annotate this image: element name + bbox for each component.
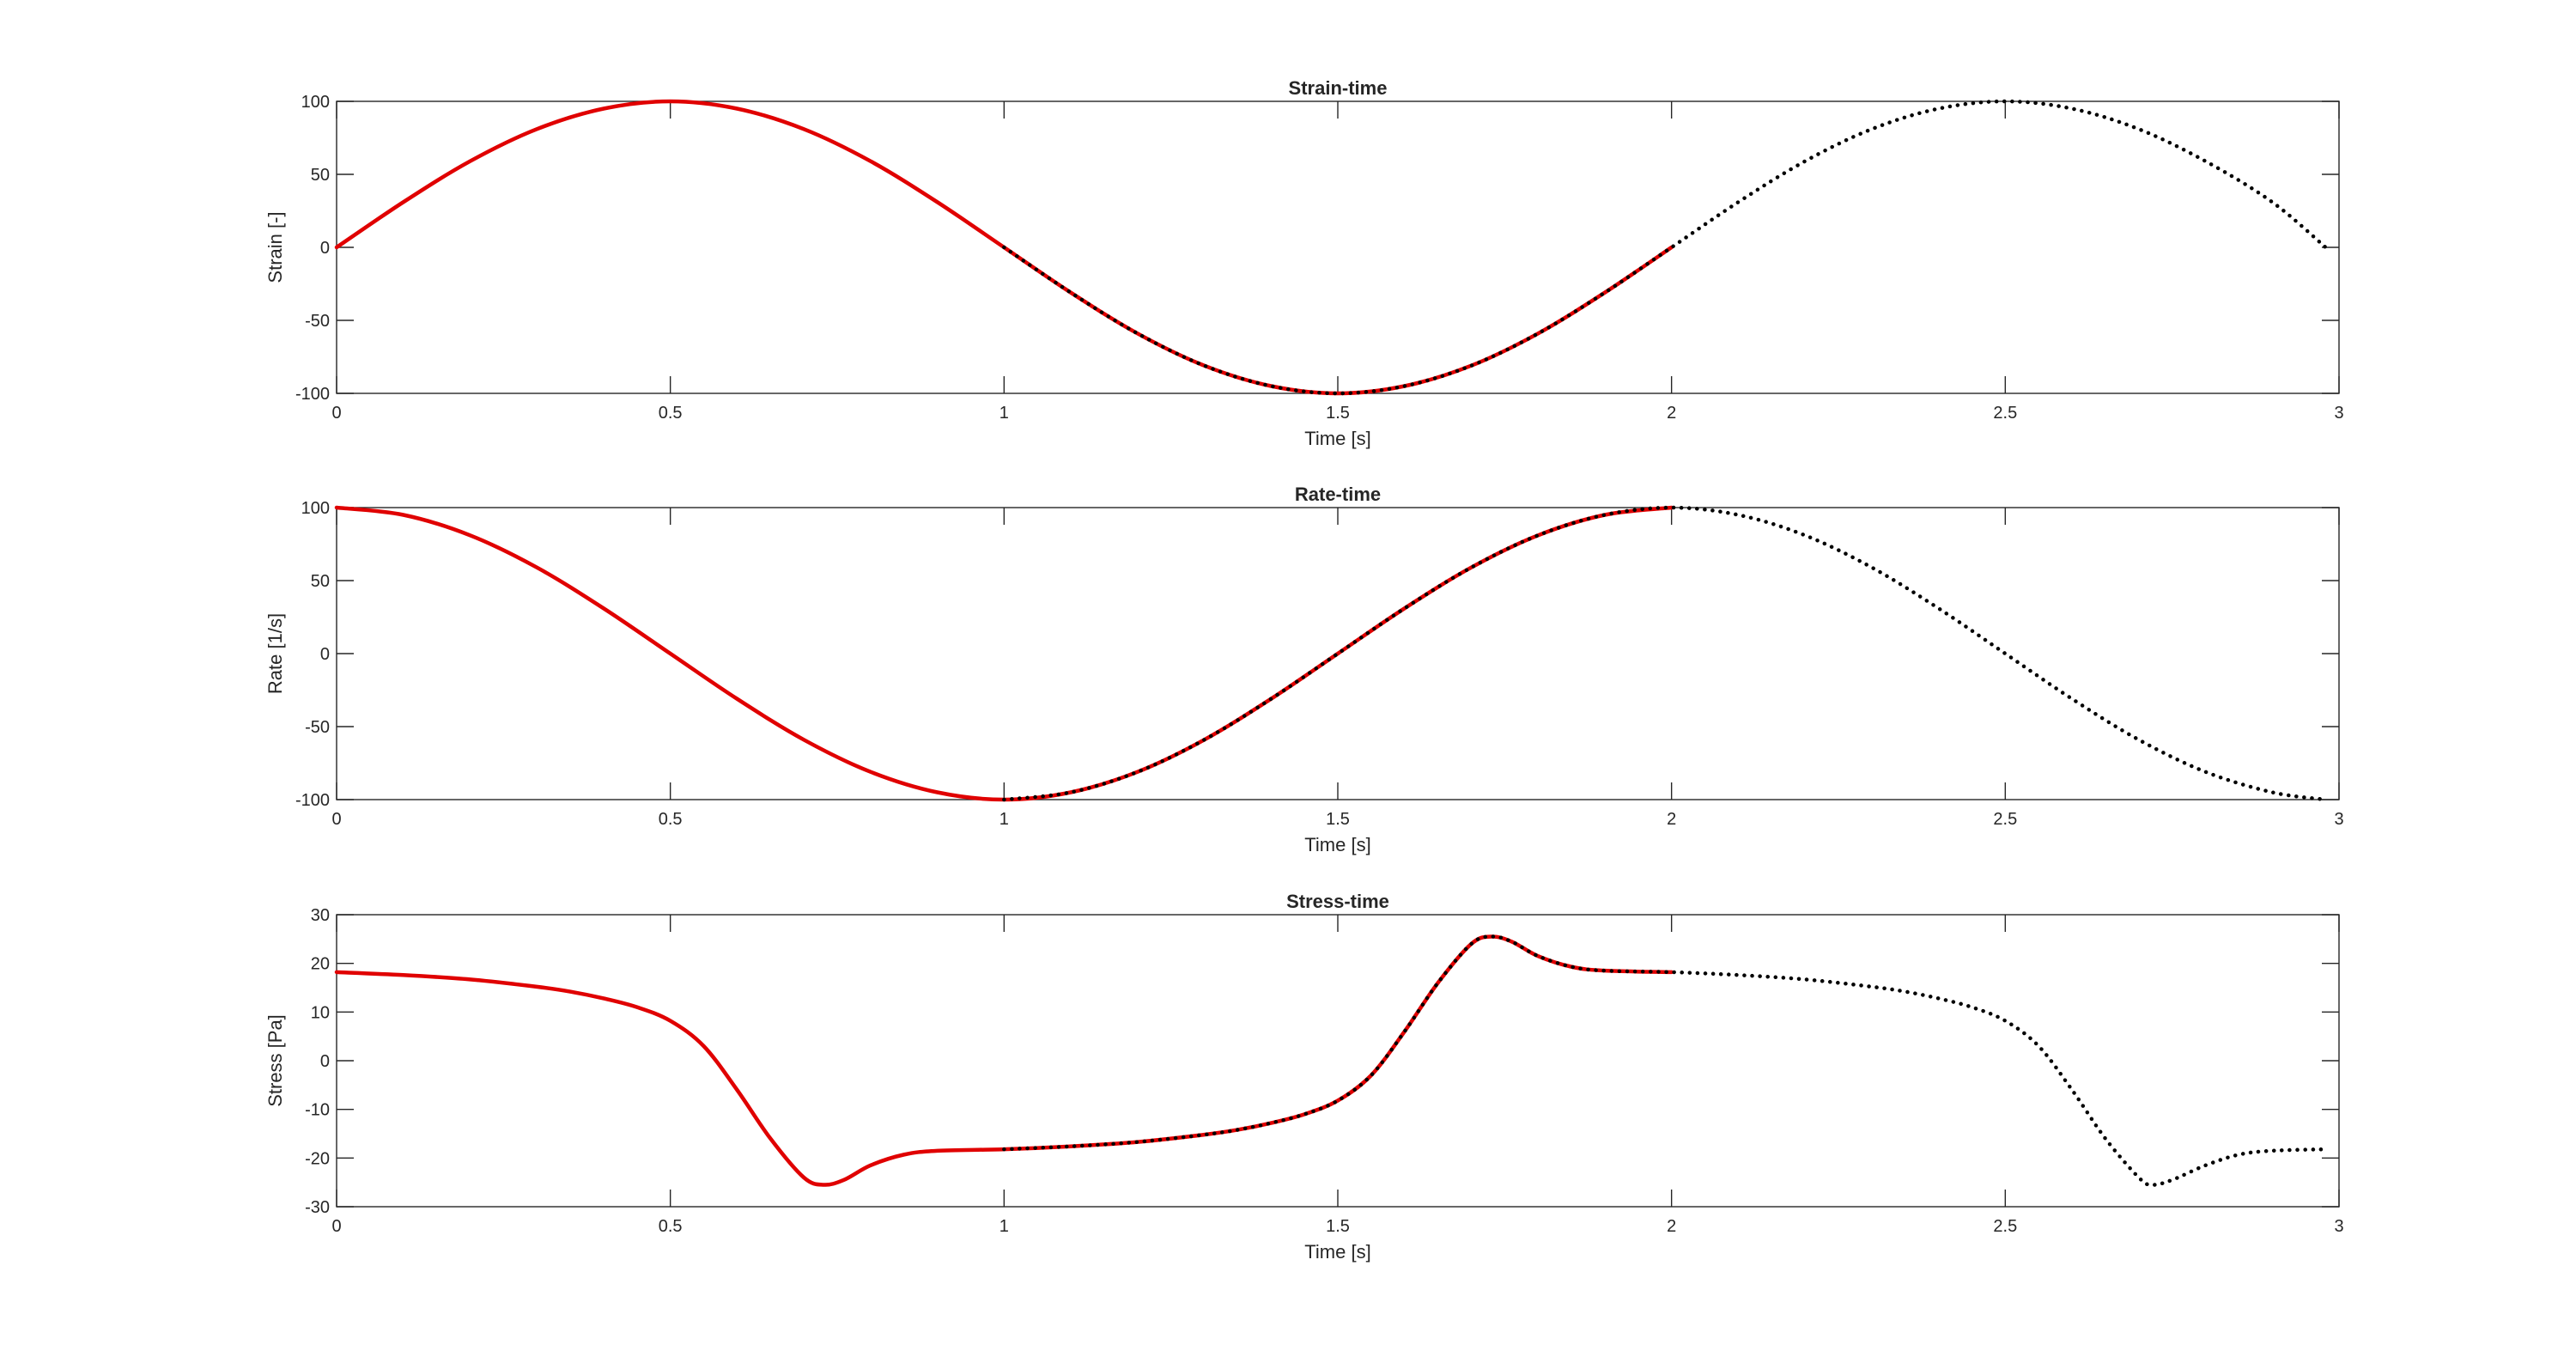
strain-x-axis-label: Time [s] <box>1304 428 1370 449</box>
stress-y-tick-label: 20 <box>311 955 330 974</box>
strain-plot-area <box>336 100 2340 394</box>
rate-x-tick-label: 3 <box>2334 810 2343 829</box>
rate-x-tick-label: 1 <box>999 810 1009 829</box>
strain-x-tick-label: 0 <box>331 404 341 423</box>
strain-time-panel: 0 0.5 1 1.5 2 2.5 3 100 50 0 -50 -100 Strain-time Tim… <box>264 77 2344 449</box>
strain-y-tick-label: 0 <box>320 239 330 258</box>
strain-y-tick-label: -50 <box>305 312 330 331</box>
stress-x-tick-label: 2.5 <box>1993 1217 2017 1236</box>
rate-y-tick-label: -50 <box>305 718 330 737</box>
rate-time-panel: 0 0.5 1 1.5 2 2.5 3 100 50 0 -50 -100 Rate-time Time … <box>264 484 2344 855</box>
stress-y-tick-label: 0 <box>320 1052 330 1071</box>
rate-x-tick-label: 2 <box>1667 810 1676 829</box>
stress-x-tick-label: 2 <box>1667 1217 1676 1236</box>
stress-x-tick-label: 1 <box>999 1217 1009 1236</box>
stress-series-dotted-line <box>1002 934 2328 1187</box>
rate-y-axis-label: Rate [1/s] <box>264 613 286 694</box>
strain-x-tick-label: 3 <box>2334 404 2343 423</box>
stress-y-axis-label: Stress [Pa] <box>264 1014 286 1107</box>
strain-x-tick-label: 1 <box>999 404 1009 423</box>
stress-x-tick-label: 1.5 <box>1326 1217 1350 1236</box>
strain-chart-title: Strain-time <box>1289 77 1388 99</box>
rate-chart-title: Rate-time <box>1295 484 1381 505</box>
strain-x-tick-label: 2.5 <box>1993 404 2017 423</box>
rate-x-tick-label: 1.5 <box>1326 810 1350 829</box>
rate-x-tick-label: 0.5 <box>659 810 683 829</box>
strain-x-tick-label: 1.5 <box>1326 404 1350 423</box>
strain-x-tick-label: 2 <box>1667 404 1676 423</box>
strain-y-tick-label: 100 <box>301 93 330 112</box>
stress-time-panel: 0 0.5 1 1.5 2 2.5 3 30 20 10 0 -10 -20 -30 Stress-time… <box>264 891 2344 1263</box>
strain-y-tick-label: 50 <box>311 166 330 185</box>
rate-y-tick-label: 100 <box>301 499 330 518</box>
stress-x-tick-label: 0 <box>331 1217 341 1236</box>
rate-y-tick-label: -100 <box>295 791 330 810</box>
rate-x-tick-label: 2.5 <box>1993 810 2017 829</box>
stress-x-axis-label: Time [s] <box>1304 1241 1370 1263</box>
rate-y-tick-label: 0 <box>320 645 330 664</box>
stress-x-tick-label: 3 <box>2334 1217 2343 1236</box>
strain-x-tick-label: 0.5 <box>659 404 683 423</box>
stress-y-tick-label: 10 <box>311 1003 330 1022</box>
stress-chart-title: Stress-time <box>1286 891 1389 912</box>
stress-y-tick-label: -30 <box>305 1198 330 1217</box>
rate-x-axis-label: Time [s] <box>1304 834 1370 855</box>
stress-y-tick-label: -10 <box>305 1101 330 1120</box>
strain-y-tick-label: -100 <box>295 385 330 404</box>
stress-y-tick-label: -20 <box>305 1149 330 1168</box>
stress-y-tick-label: 30 <box>311 906 330 925</box>
strain-y-axis-label: Strain [-] <box>264 211 286 283</box>
rate-x-tick-label: 0 <box>331 810 341 829</box>
strain-series-dotted-line <box>1002 99 2328 396</box>
rate-y-tick-label: 50 <box>311 572 330 591</box>
stress-x-tick-label: 0.5 <box>659 1217 683 1236</box>
stress-plot-area <box>336 914 2340 1208</box>
rate-series-dotted-line <box>1002 505 2328 802</box>
